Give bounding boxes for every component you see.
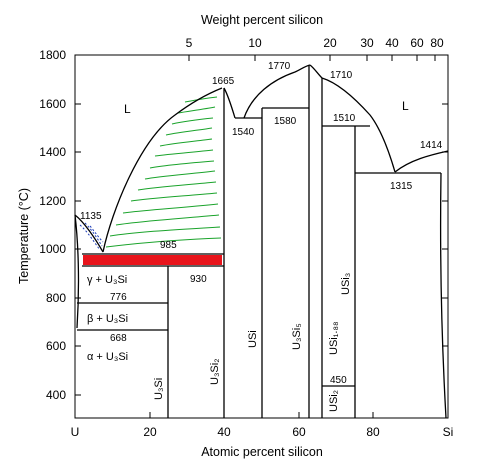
label-1665: 1665	[212, 76, 235, 87]
label-668: 668	[110, 333, 127, 344]
label-1135: 1135	[80, 211, 102, 222]
bottom-tick-40: 40	[217, 425, 231, 439]
top-tick-20: 20	[323, 36, 337, 50]
label-1580: 1580	[274, 116, 297, 127]
label-u3si5: U₃Si₅	[291, 323, 303, 350]
label-alpha-u3si: α + U₃Si	[87, 351, 128, 363]
bottom-tick-20: 20	[143, 425, 157, 439]
left-tick-1600: 1600	[39, 97, 66, 111]
invariant-lines	[77, 107, 441, 387]
top-tick-marks	[188, 55, 436, 61]
label-1315: 1315	[390, 181, 413, 192]
blue-dashed-curves	[79, 222, 104, 251]
label-usi188: USi₁.₈₈	[328, 321, 340, 355]
highlight-bar	[83, 255, 222, 265]
label-usi2: USi₂	[328, 390, 340, 412]
label-liquid-right: L	[402, 99, 409, 113]
label-usi3: USi₃	[340, 273, 352, 295]
top-tick-30: 30	[360, 36, 374, 50]
label-u3si: U₃Si	[153, 378, 165, 400]
green-curves	[105, 96, 222, 248]
left-axis-title: Temperature (°C)	[17, 188, 31, 284]
top-tick-60: 60	[410, 36, 424, 50]
top-axis-title: Weight percent silicon	[201, 13, 323, 27]
label-gamma-u3si: γ + U₃Si	[87, 274, 127, 286]
left-tick-400: 400	[46, 388, 66, 402]
label-776: 776	[110, 292, 127, 303]
bottom-tick-60: 60	[292, 425, 306, 439]
bottom-tick-si: Si	[443, 425, 454, 439]
label-u3si2: U₃Si₂	[209, 359, 221, 385]
bottom-tick-80: 80	[366, 425, 380, 439]
label-beta-u3si: β + U₃Si	[87, 313, 128, 325]
label-liquid-left: L	[124, 102, 131, 116]
label-985: 985	[160, 240, 177, 251]
left-tick-800: 800	[46, 291, 66, 305]
top-tick-80: 80	[430, 36, 444, 50]
label-usi: USi	[247, 330, 259, 348]
top-tick-10: 10	[248, 36, 262, 50]
left-tick-1800: 1800	[39, 48, 66, 62]
label-1770: 1770	[268, 61, 291, 72]
label-1540: 1540	[232, 127, 255, 138]
top-tick-40: 40	[385, 36, 399, 50]
label-1414: 1414	[420, 140, 443, 151]
left-tick-1400: 1400	[39, 145, 66, 159]
left-tick-600: 600	[46, 339, 66, 353]
phase-boundaries	[74, 64, 449, 419]
label-930: 930	[190, 274, 207, 285]
label-450: 450	[330, 375, 347, 386]
top-tick-5: 5	[186, 36, 193, 50]
left-tick-1200: 1200	[39, 194, 66, 208]
label-1710: 1710	[330, 70, 353, 81]
bottom-tick-u: U	[71, 425, 80, 439]
compound-lines	[167, 65, 356, 418]
bottom-axis-title: Atomic percent silicon	[201, 445, 323, 459]
label-1510: 1510	[333, 113, 356, 124]
left-tick-1000: 1000	[39, 242, 66, 256]
